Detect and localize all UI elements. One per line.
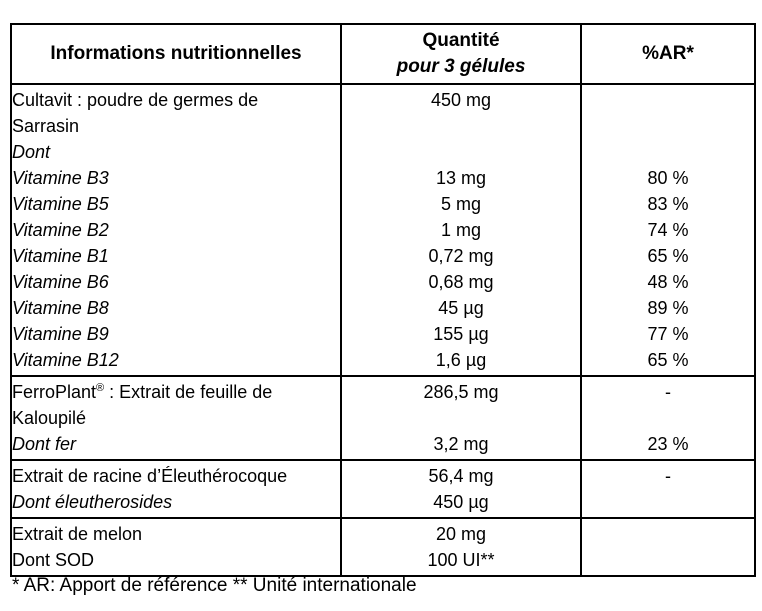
ingredient-name: Vitamine B1 [12, 246, 109, 266]
ar-value: 80 % [647, 168, 689, 188]
group-eleutherocoque-quantities: 56,4 mg 450 µg [340, 459, 582, 519]
quantity-value: 450 µg [433, 492, 489, 512]
header-quantite-subtitle: pour 3 gélules [396, 56, 526, 77]
ar-value [583, 521, 753, 547]
ar-value: 89 % [647, 298, 689, 318]
quantity-value: 286,5 mg [423, 382, 499, 402]
quantity-value: 20 mg [435, 524, 487, 544]
ingredient-name: Sarrasin [12, 116, 80, 136]
ar-value [583, 139, 753, 165]
ingredient-name: Vitamine B3 [12, 168, 109, 188]
quantity-value: 0,68 mg [428, 272, 494, 292]
ingredient-name: Vitamine B6 [12, 272, 109, 292]
ar-value: 77 % [647, 324, 689, 344]
ingredient-name: Vitamine B8 [12, 298, 109, 318]
group-cultavit-ar: 80 % 83 % 74 % 65 % 48 % 89 % 77 % 65 % [580, 83, 756, 377]
group-eleutherocoque-ar: - [580, 459, 756, 519]
ar-value: - [665, 466, 671, 486]
ingredient-name: Vitamine B9 [12, 324, 109, 344]
ingredient-name: Dont [12, 142, 51, 162]
registered-trademark-symbol: ® [96, 382, 105, 394]
ar-value: 83 % [647, 194, 689, 214]
header-ar: %AR* [580, 23, 756, 85]
quantity-value: 56,4 mg [428, 466, 494, 486]
header-row: Informations nutritionnelles Quantité po… [10, 23, 756, 85]
quantity-value [343, 405, 579, 431]
ar-value: 48 % [647, 272, 689, 292]
quantity-value: 1,6 µg [435, 350, 487, 370]
ingredient-name: Cultavit : poudre de germes de [12, 90, 259, 110]
quantity-value [343, 139, 579, 165]
ingredient-name: Kaloupilé [12, 408, 87, 428]
group-ferroplant: FerroPlant® : Extrait de feuille de Kalo… [10, 375, 756, 461]
quantity-value: 155 µg [433, 324, 489, 344]
ar-value [583, 87, 753, 113]
brand-name: FerroPlant [12, 382, 97, 402]
ingredient-name: Extrait de racine d’Éleuthérocoque [12, 466, 288, 486]
quantity-value: 100 UI** [427, 550, 495, 570]
group-ferroplant-ar: - 23 % [580, 375, 756, 461]
header-informations: Informations nutritionnelles [10, 23, 342, 85]
group-ferroplant-quantities: 286,5 mg 3,2 mg [340, 375, 582, 461]
quantity-value: 13 mg [435, 168, 487, 188]
ingredient-name: Dont éleutherosides [12, 492, 173, 512]
group-melon: Extrait de melon Dont SOD 20 mg 100 UI** [10, 517, 756, 577]
group-cultavit: Cultavit : poudre de germes de Sarrasin … [10, 83, 756, 377]
ar-value: - [665, 382, 671, 402]
ingredient-name: Vitamine B12 [12, 350, 119, 370]
nutrition-table: Informations nutritionnelles Quantité po… [10, 23, 756, 577]
quantity-value: 0,72 mg [428, 246, 494, 266]
footnote: * AR: Apport de référence ** Unité inter… [12, 575, 417, 596]
group-cultavit-names: Cultavit : poudre de germes de Sarrasin … [10, 83, 342, 377]
group-melon-names: Extrait de melon Dont SOD [10, 517, 342, 577]
ingredient-name: Extrait de melon [12, 524, 143, 544]
ingredient-name: Vitamine B2 [12, 220, 109, 240]
quantity-value: 450 mg [430, 90, 492, 110]
ingredient-name-rest: : Extrait de feuille de [104, 382, 273, 402]
quantity-value: 5 mg [440, 194, 482, 214]
header-quantite-title: Quantité [422, 30, 500, 51]
ingredient-name: Dont SOD [12, 550, 95, 570]
group-eleutherocoque: Extrait de racine d’Éleuthérocoque Dont … [10, 459, 756, 519]
quantity-value: 45 µg [438, 298, 484, 318]
ar-value: 74 % [647, 220, 689, 240]
group-eleutherocoque-names: Extrait de racine d’Éleuthérocoque Dont … [10, 459, 342, 519]
header-quantite: Quantité pour 3 gélules [340, 23, 582, 85]
ingredient-name: Vitamine B5 [12, 194, 109, 214]
ar-value [583, 113, 753, 139]
ingredient-name: Dont fer [12, 434, 77, 454]
quantity-value [343, 113, 579, 139]
group-ferroplant-names: FerroPlant® : Extrait de feuille de Kalo… [10, 375, 342, 461]
quantity-value: 3,2 mg [433, 434, 489, 454]
ar-value: 65 % [647, 350, 689, 370]
group-melon-ar [580, 517, 756, 577]
group-cultavit-quantities: 450 mg 13 mg 5 mg 1 mg 0,72 mg 0,68 mg 4… [340, 83, 582, 377]
ar-value: 65 % [647, 246, 689, 266]
group-melon-quantities: 20 mg 100 UI** [340, 517, 582, 577]
ingredient-name: FerroPlant® : Extrait de feuille de [12, 379, 339, 405]
quantity-value: 1 mg [440, 220, 482, 240]
ar-value [583, 405, 753, 431]
ar-value: 23 % [647, 434, 689, 454]
